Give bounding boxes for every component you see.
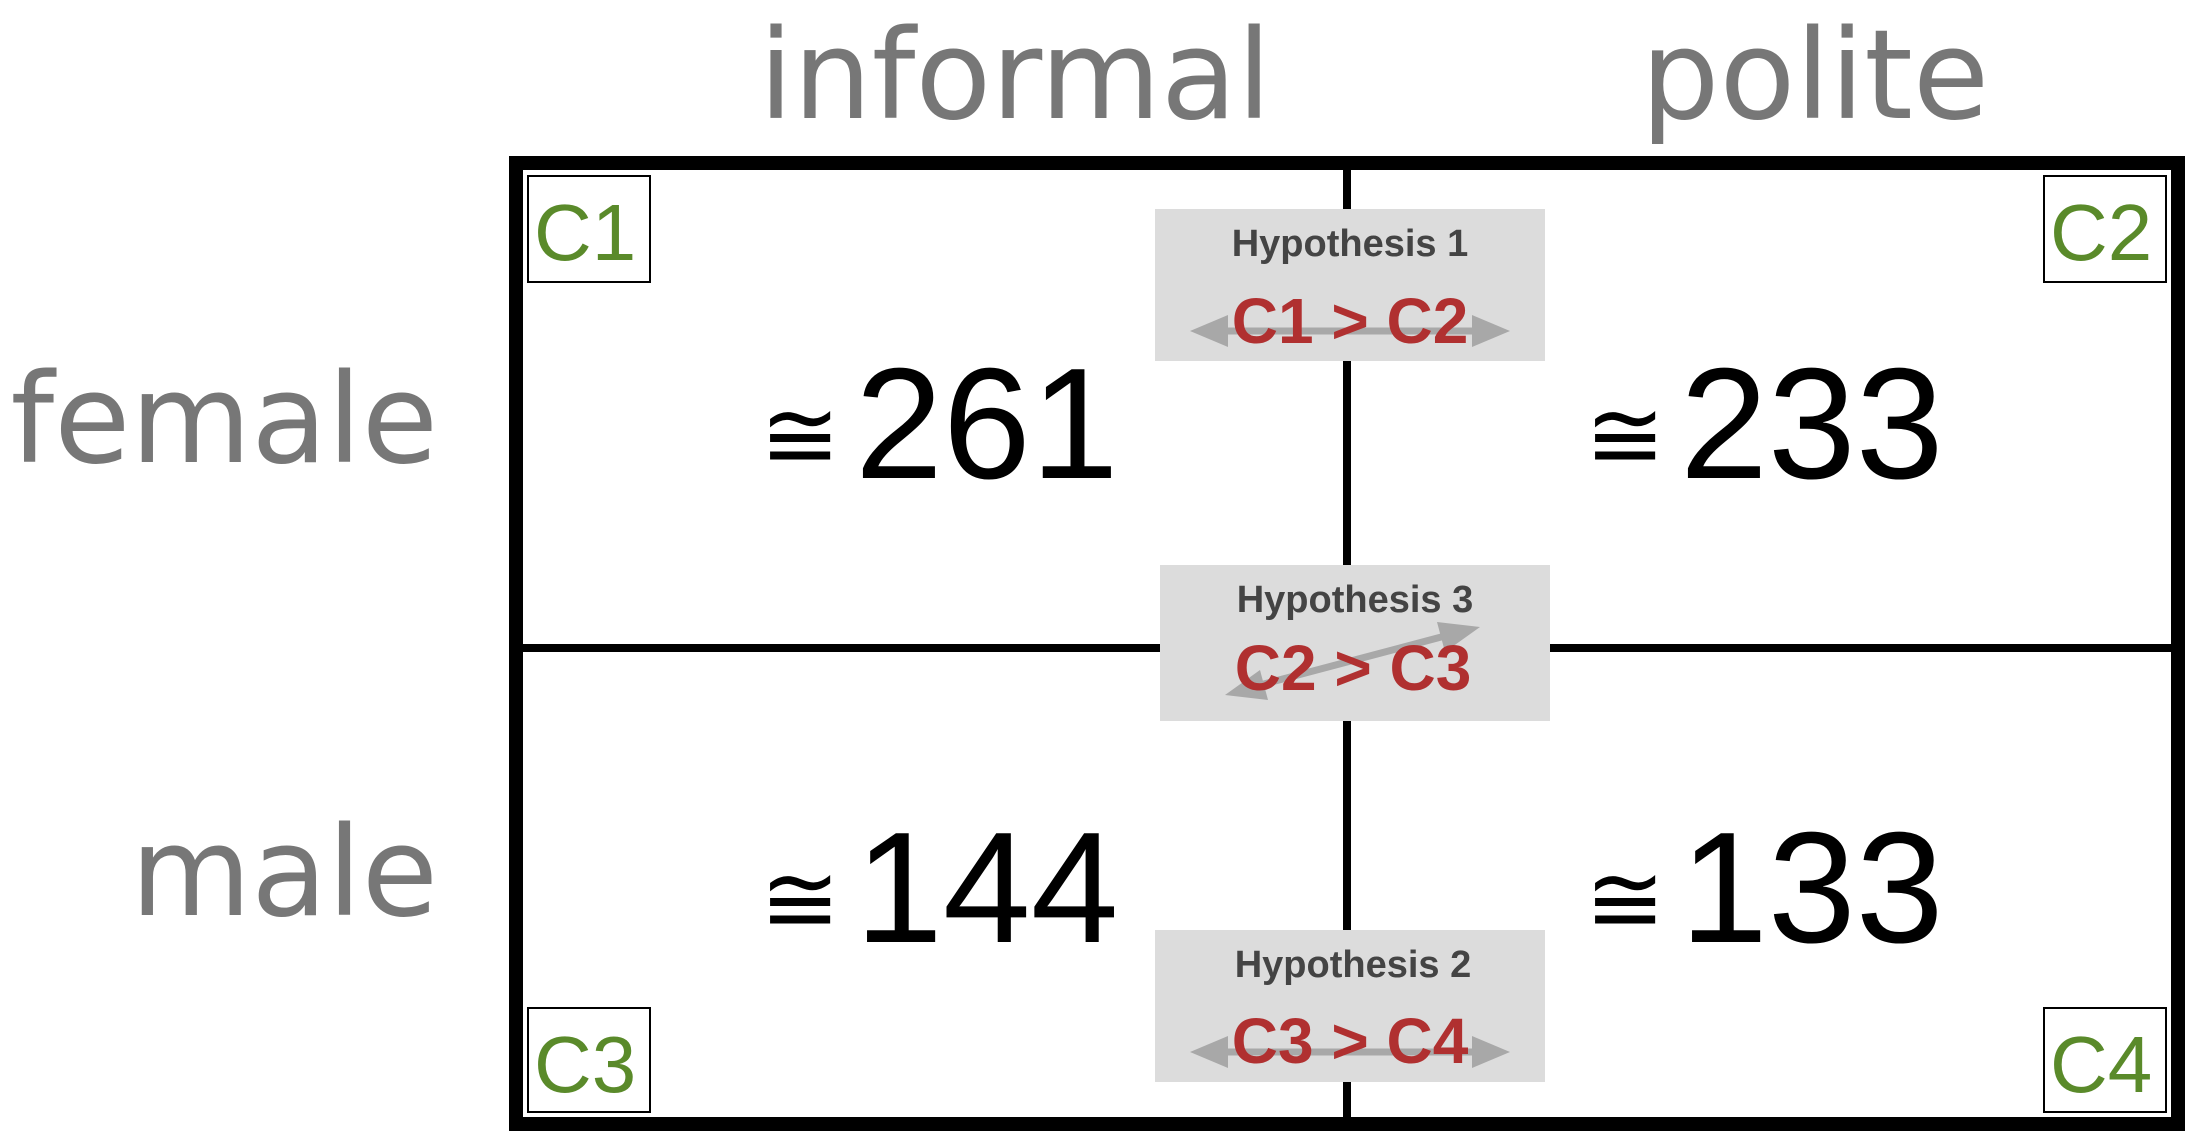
approx-symbol-c1: ≅ bbox=[760, 379, 840, 491]
hypothesis-1-box: Hypothesis 1 C1 > C2 bbox=[1155, 209, 1545, 361]
cell-count-c3: 144 bbox=[855, 800, 1119, 976]
column-header-informal: informal bbox=[759, 4, 1272, 148]
hypothesis-3-title: Hypothesis 3 bbox=[1237, 579, 1474, 621]
svg-text:C4: C4 bbox=[2050, 1020, 2152, 1109]
hypothesis-2-relation: C3 > C4 bbox=[1232, 1005, 1469, 1077]
approx-symbol-c2: ≅ bbox=[1585, 379, 1665, 491]
row-header-female: female bbox=[11, 348, 438, 492]
cell-count-c1: 261 bbox=[855, 336, 1119, 512]
column-header-polite: polite bbox=[1641, 4, 1989, 148]
cell-count-c4: 133 bbox=[1680, 800, 1944, 976]
cell-label-c4: C4 bbox=[2043, 1007, 2167, 1113]
hypothesis-3-relation: C2 > C3 bbox=[1235, 632, 1472, 704]
row-header-male: male bbox=[130, 801, 438, 945]
hypothesis-2-title: Hypothesis 2 bbox=[1235, 944, 1472, 986]
hypothesis-1-title: Hypothesis 1 bbox=[1232, 223, 1469, 265]
double-arrow-icon bbox=[1190, 315, 1510, 347]
double-arrow-icon bbox=[1190, 1036, 1510, 1068]
cell-count-c2: 233 bbox=[1680, 336, 1944, 512]
approx-symbol-c3: ≅ bbox=[760, 843, 840, 955]
approx-symbol-c4: ≅ bbox=[1585, 843, 1665, 955]
hypothesis-3-box: Hypothesis 3 C2 > C3 bbox=[1160, 565, 1550, 721]
svg-text:C1: C1 bbox=[534, 188, 636, 277]
hypothesis-1-relation: C1 > C2 bbox=[1232, 285, 1469, 357]
cell-label-c2: C2 bbox=[2043, 175, 2167, 283]
grid-outer-border bbox=[509, 156, 2185, 1131]
double-arrow-icon bbox=[1225, 622, 1480, 700]
cell-label-c3: C3 bbox=[527, 1007, 651, 1113]
cell-label-c1: C1 bbox=[527, 175, 651, 283]
svg-text:C2: C2 bbox=[2050, 188, 2152, 277]
hypothesis-2-box: Hypothesis 2 C3 > C4 bbox=[1155, 930, 1545, 1082]
svg-text:C3: C3 bbox=[534, 1020, 636, 1109]
